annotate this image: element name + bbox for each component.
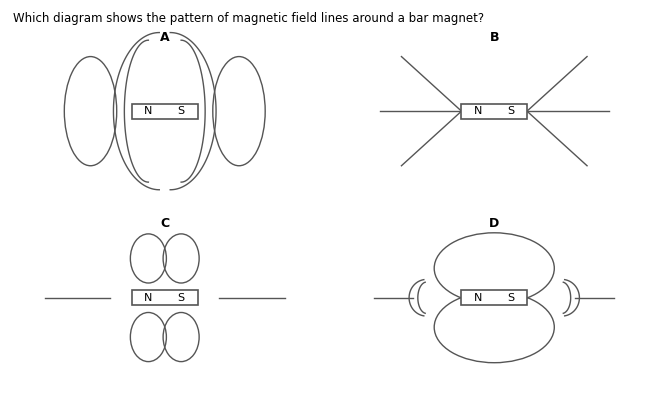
Text: C: C [160, 218, 169, 230]
Text: B: B [490, 31, 499, 44]
FancyBboxPatch shape [132, 290, 198, 305]
Text: N: N [474, 106, 482, 116]
Text: D: D [489, 218, 500, 230]
Text: S: S [177, 293, 185, 303]
FancyBboxPatch shape [132, 104, 198, 119]
FancyBboxPatch shape [461, 104, 527, 119]
Text: N: N [474, 293, 482, 303]
Text: A: A [160, 31, 169, 44]
Text: Which diagram shows the pattern of magnetic field lines around a bar magnet?: Which diagram shows the pattern of magne… [13, 12, 484, 25]
Text: N: N [144, 106, 153, 116]
Text: S: S [177, 106, 185, 116]
Text: N: N [144, 293, 153, 303]
Text: S: S [507, 106, 514, 116]
Text: S: S [507, 293, 514, 303]
FancyBboxPatch shape [461, 290, 527, 305]
